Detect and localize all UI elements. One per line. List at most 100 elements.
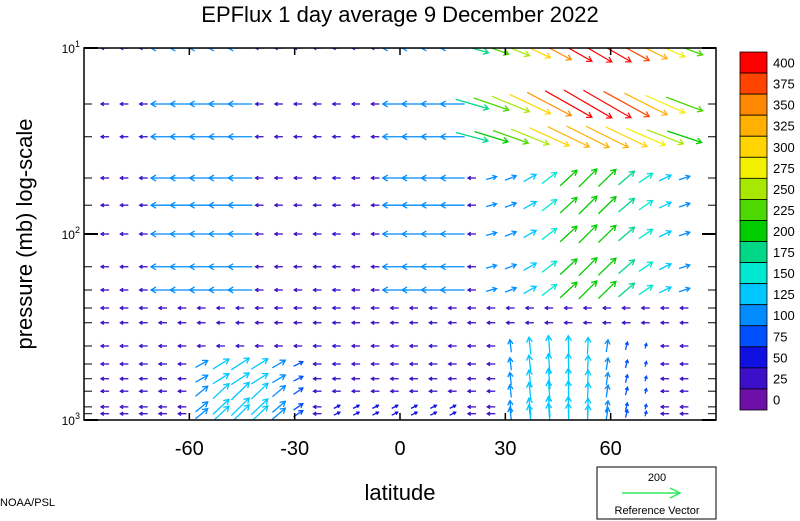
flux-vector-head: [138, 388, 143, 394]
flux-vector: [474, 131, 509, 143]
flux-vector: [605, 357, 609, 371]
flux-vector-head: [99, 101, 105, 107]
flux-vector-head: [400, 174, 408, 182]
flux-vector-head: [400, 201, 408, 209]
flux-vector-head: [254, 101, 259, 107]
flux-vector-head: [428, 320, 433, 325]
flux-vector-head: [420, 230, 427, 238]
flux-vector-head: [292, 287, 298, 293]
flux-vector-head: [643, 360, 648, 365]
flux-vector-head: [685, 286, 691, 293]
flux-vector-head: [696, 105, 704, 113]
flux-vector: [504, 263, 517, 270]
flux-vector-head: [226, 48, 234, 52]
flux-vector-head: [524, 320, 530, 325]
flux-vector-head: [336, 404, 341, 409]
flux-vector-head: [646, 284, 654, 291]
flux-vector-head: [604, 371, 611, 378]
flux-vector-head: [550, 198, 558, 206]
flux-vector-head: [621, 320, 626, 325]
flux-vector: [489, 48, 509, 55]
flux-vector-head: [138, 411, 143, 416]
flux-vector-head: [563, 140, 571, 148]
flux-vector-head: [543, 305, 549, 311]
flux-vector-head: [119, 361, 124, 367]
flux-vector-head: [640, 320, 645, 325]
flux-vector-head: [545, 352, 553, 360]
flux-vector-head: [215, 343, 221, 349]
flux-vector-head: [188, 286, 195, 294]
flux-vector-head: [439, 133, 447, 141]
flux-vector-head: [381, 100, 389, 108]
flux-vector: [618, 170, 635, 186]
flux-vector: [605, 400, 609, 414]
flux-vector-head: [207, 263, 215, 271]
flux-vector-head: [188, 174, 195, 182]
flux-vector-head: [400, 263, 408, 271]
flux-vector-head: [99, 411, 105, 416]
flux-vector: [605, 407, 609, 420]
flux-vector-head: [586, 55, 593, 62]
flux-vector: [271, 407, 286, 420]
flux-vector-head: [350, 264, 356, 269]
flux-vector-head: [389, 388, 394, 394]
flux-vector-head: [201, 407, 209, 415]
flux-vector-head: [119, 388, 124, 394]
flux-vector: [195, 408, 209, 420]
flux-vector-head: [243, 397, 251, 404]
flux-vector: [195, 359, 209, 369]
flux-vector-head: [223, 358, 231, 365]
flux-vector-head: [420, 201, 427, 209]
flux-vector: [509, 339, 512, 353]
flux-vector-head: [452, 411, 457, 416]
flux-vector-head: [138, 404, 143, 410]
flux-vector-head: [138, 343, 143, 349]
flux-vector-head: [665, 285, 673, 292]
flux-vector-head: [643, 374, 648, 380]
flux-vector-head: [525, 336, 533, 343]
flux-vector-head: [659, 140, 667, 147]
flux-vector-head: [643, 111, 651, 118]
flux-vector-head: [273, 287, 279, 293]
flux-vector-head: [273, 264, 279, 269]
flux-vector-head: [646, 172, 654, 179]
flux-vector-head: [624, 386, 630, 391]
flux-vector: [585, 125, 629, 148]
flux-vector-head: [507, 406, 514, 413]
flux-vector-head: [196, 343, 201, 349]
flux-vector: [618, 259, 635, 275]
flux-vector-head: [545, 395, 553, 403]
colorbar-swatch: [739, 346, 768, 369]
flux-vector-head: [119, 376, 124, 381]
flux-vector-head: [157, 404, 163, 410]
flux-vector-head: [447, 320, 452, 325]
flux-vector-head: [695, 137, 703, 145]
flux-vector-head: [679, 305, 684, 311]
flux-vector: [541, 199, 557, 212]
flux-vector-head: [659, 343, 665, 349]
x-tick-label: -60: [175, 438, 204, 460]
flux-vector: [485, 203, 497, 208]
flux-vector-head: [530, 285, 538, 292]
flux-vector-head: [370, 264, 375, 269]
flux-vector: [586, 370, 589, 388]
flux-vector-head: [292, 175, 298, 181]
flux-vector: [523, 262, 537, 271]
flux-vector-head: [350, 231, 356, 237]
flux-vector: [624, 387, 629, 396]
flux-vector-head: [505, 320, 510, 325]
flux-vector-head: [492, 174, 498, 181]
flux-vector: [509, 48, 530, 57]
flux-vector: [578, 257, 598, 277]
flux-vector-head: [439, 201, 447, 209]
colorbar-label: 200: [773, 224, 795, 239]
flux-vector-head: [665, 262, 673, 269]
flux-vector: [523, 201, 537, 210]
x-axis: -60 -30 0 30 60: [175, 48, 622, 460]
flux-vector-head: [331, 320, 336, 325]
flux-vector: [230, 381, 250, 401]
flux-vector-head: [370, 287, 375, 293]
flux-vector-head: [522, 138, 530, 145]
flux-vector: [605, 126, 648, 147]
flux-vector-head: [389, 376, 394, 381]
